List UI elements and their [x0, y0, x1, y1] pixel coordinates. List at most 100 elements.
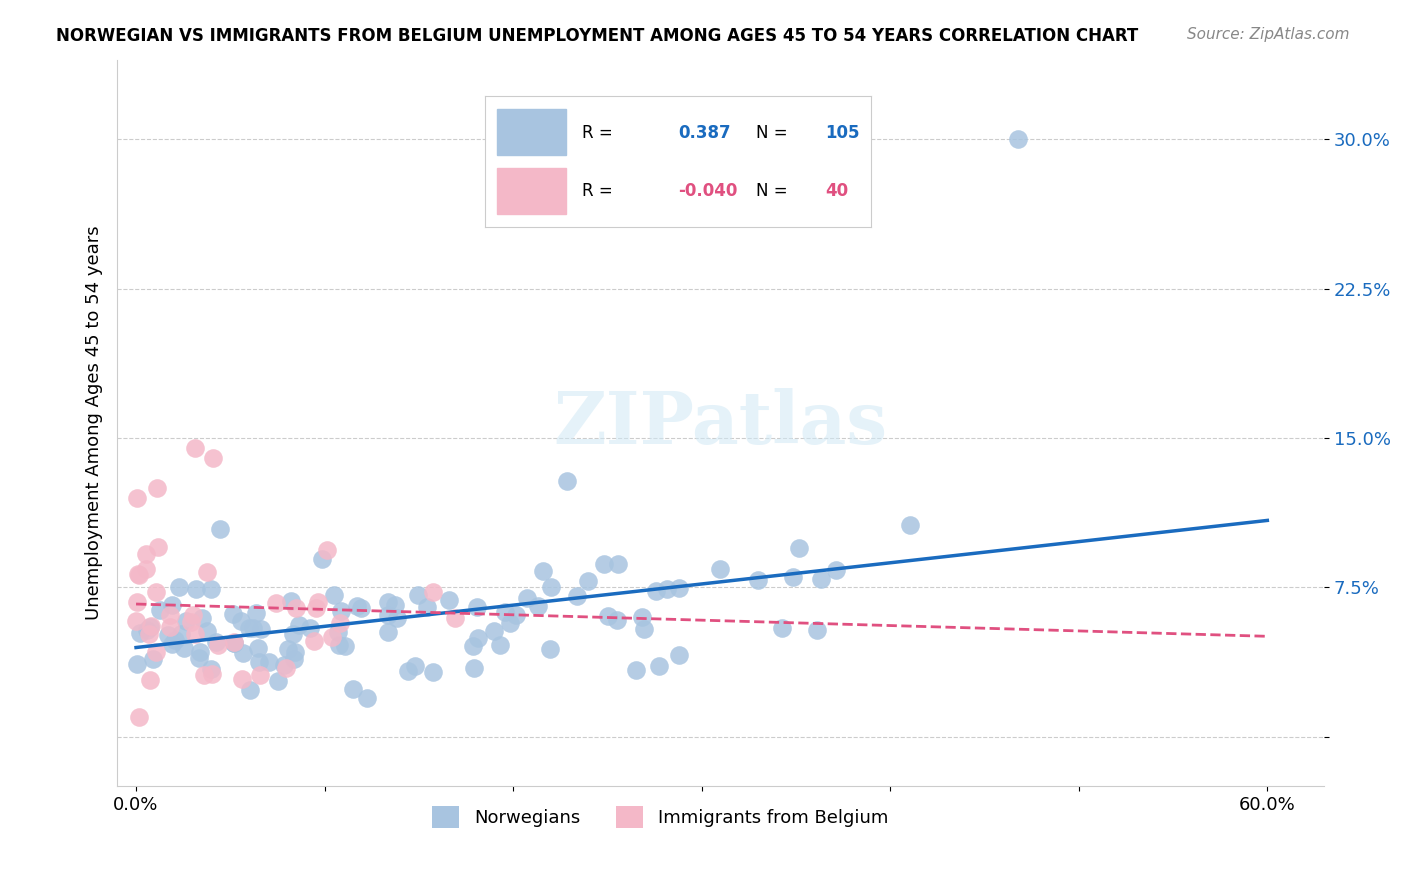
Point — [655, 582, 678, 597]
Point — [898, 518, 921, 533]
Point — [668, 648, 690, 663]
Point — [489, 638, 512, 652]
Point — [195, 624, 218, 638]
Point — [747, 573, 769, 587]
Point — [280, 593, 302, 607]
Point — [377, 607, 399, 622]
Point — [208, 522, 231, 536]
Point — [624, 663, 647, 677]
Point — [787, 541, 810, 556]
Point — [346, 599, 368, 613]
Point — [437, 592, 460, 607]
Point — [127, 566, 149, 581]
Point — [644, 583, 666, 598]
Point — [181, 608, 204, 623]
Point — [165, 632, 187, 647]
Point — [273, 657, 295, 672]
Point — [505, 607, 527, 622]
Point — [159, 607, 181, 622]
Point — [156, 628, 179, 642]
Point — [231, 672, 253, 686]
Point — [444, 611, 467, 625]
Point — [606, 558, 628, 572]
Point — [160, 599, 183, 613]
Point — [385, 610, 408, 624]
Point — [195, 565, 218, 579]
Point — [128, 710, 150, 724]
Point — [377, 595, 399, 609]
Point — [323, 588, 346, 602]
Point — [415, 599, 437, 614]
Point — [516, 591, 538, 605]
Point — [276, 661, 298, 675]
Point — [188, 651, 211, 665]
Point — [191, 610, 214, 624]
Point — [259, 656, 281, 670]
Point — [356, 690, 378, 705]
Point — [330, 603, 353, 617]
Point — [129, 626, 152, 640]
Point — [246, 641, 269, 656]
Point — [127, 595, 149, 609]
Point — [200, 582, 222, 596]
Point — [311, 551, 333, 566]
Point — [148, 540, 170, 554]
Point — [576, 574, 599, 588]
Point — [316, 543, 339, 558]
Point — [463, 640, 485, 654]
Point — [404, 659, 426, 673]
Point — [180, 615, 202, 629]
Y-axis label: Unemployment Among Ages 45 to 54 years: Unemployment Among Ages 45 to 54 years — [86, 226, 103, 620]
Point — [135, 562, 157, 576]
Point — [648, 659, 671, 673]
Point — [377, 624, 399, 639]
Point — [463, 661, 485, 675]
Point — [184, 627, 207, 641]
Point — [304, 600, 326, 615]
Point — [200, 667, 222, 681]
Point — [592, 557, 614, 571]
Point — [342, 681, 364, 696]
Point — [160, 637, 183, 651]
Point — [422, 584, 444, 599]
Point — [231, 614, 253, 628]
Point — [159, 620, 181, 634]
Point — [298, 621, 321, 635]
Point — [498, 615, 520, 630]
Point — [328, 638, 350, 652]
Point — [222, 635, 245, 649]
Point — [709, 562, 731, 576]
Point — [245, 606, 267, 620]
Point — [531, 565, 554, 579]
Point — [173, 641, 195, 656]
Point — [277, 642, 299, 657]
Point — [633, 623, 655, 637]
Point — [125, 614, 148, 628]
Point — [782, 570, 804, 584]
Point — [250, 622, 273, 636]
Point — [408, 588, 430, 602]
Point — [494, 605, 516, 619]
Point — [284, 644, 307, 658]
Point — [288, 618, 311, 632]
Point — [606, 613, 628, 627]
Point — [232, 647, 254, 661]
Point — [221, 607, 243, 622]
Point — [321, 631, 343, 645]
Point — [193, 667, 215, 681]
Point — [267, 673, 290, 688]
Point — [596, 609, 619, 624]
Point — [567, 590, 589, 604]
Point — [200, 663, 222, 677]
Point — [149, 603, 172, 617]
Point — [806, 623, 828, 637]
Point — [396, 664, 419, 678]
Point — [283, 652, 305, 666]
Text: ZIPatlas: ZIPatlas — [554, 387, 887, 458]
Point — [307, 595, 329, 609]
Point — [249, 667, 271, 681]
Point — [538, 641, 561, 656]
Point — [142, 651, 165, 665]
Point — [264, 596, 287, 610]
Point — [167, 580, 190, 594]
